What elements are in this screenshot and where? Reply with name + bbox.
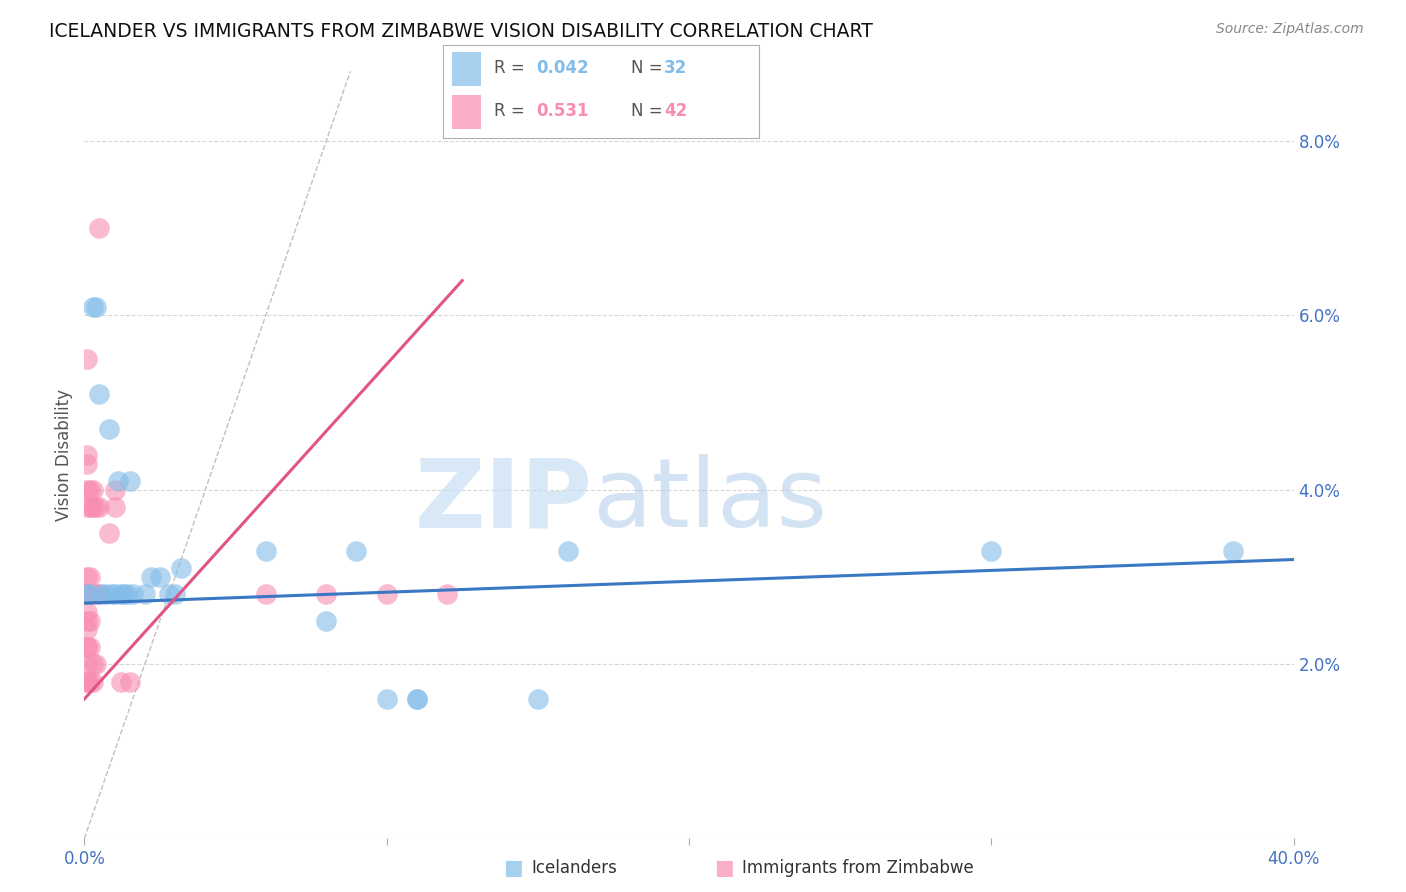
Point (79, 640, 101, 654)
Point (94, 587, 117, 601)
Point (110, 674, 132, 689)
Text: R =: R = (494, 102, 524, 120)
Point (76, 448, 98, 462)
Point (86, 500, 108, 515)
Point (76, 674, 98, 689)
Text: 0.531: 0.531 (536, 102, 589, 120)
Text: ZIP: ZIP (415, 454, 592, 548)
Point (86, 300, 108, 314)
Point (76, 614, 98, 628)
Point (980, 544, 1002, 558)
Point (79, 614, 101, 628)
Point (86, 657, 108, 672)
Text: R =: R = (494, 60, 524, 78)
Point (406, 692, 429, 706)
Text: ■: ■ (714, 858, 734, 878)
Point (76, 457, 98, 471)
Point (76, 587, 98, 601)
Point (1222, 544, 1244, 558)
Point (110, 587, 132, 601)
Point (436, 587, 458, 601)
Point (107, 474, 129, 488)
Point (157, 587, 180, 601)
Point (406, 692, 429, 706)
Point (76, 605, 98, 619)
Point (79, 674, 101, 689)
Point (89, 500, 111, 515)
Text: Immigrants from Zimbabwe: Immigrants from Zimbabwe (742, 859, 974, 877)
Point (76, 587, 98, 601)
Point (79, 587, 101, 601)
Point (86, 587, 108, 601)
Text: 0.042: 0.042 (536, 60, 589, 78)
Point (79, 587, 101, 601)
Point (557, 544, 579, 558)
Point (139, 570, 162, 584)
Point (76, 351, 98, 366)
Point (134, 587, 156, 601)
Point (76, 622, 98, 636)
Text: Icelanders: Icelanders (531, 859, 617, 877)
Point (91, 587, 114, 601)
Point (118, 474, 141, 488)
Point (375, 587, 398, 601)
Point (79, 570, 101, 584)
Y-axis label: Vision Disability: Vision Disability (55, 389, 73, 521)
Point (76, 640, 98, 654)
Point (346, 544, 368, 558)
Point (254, 587, 277, 601)
Point (76, 500, 98, 515)
Text: ■: ■ (503, 858, 523, 878)
Point (315, 587, 337, 601)
Point (89, 221, 111, 235)
Point (97, 422, 120, 436)
Text: 32: 32 (665, 60, 688, 78)
Point (149, 570, 172, 584)
Point (76, 570, 98, 584)
Point (118, 674, 141, 689)
Point (89, 387, 111, 401)
Point (76, 483, 98, 497)
Point (104, 587, 127, 601)
Point (115, 587, 138, 601)
Point (165, 587, 187, 601)
Text: N =: N = (631, 102, 662, 120)
Text: atlas: atlas (592, 454, 827, 548)
Point (104, 500, 127, 515)
Point (82, 300, 104, 314)
Point (79, 483, 101, 497)
Point (76, 587, 98, 601)
Text: ICELANDER VS IMMIGRANTS FROM ZIMBABWE VISION DISABILITY CORRELATION CHART: ICELANDER VS IMMIGRANTS FROM ZIMBABWE VI… (49, 22, 873, 41)
Bar (453, 95, 481, 129)
Point (375, 692, 398, 706)
Point (76, 657, 98, 672)
Point (79, 500, 101, 515)
Point (104, 483, 127, 497)
Point (82, 657, 104, 672)
Point (100, 587, 122, 601)
Point (82, 483, 104, 497)
Point (97, 526, 120, 541)
Point (76, 674, 98, 689)
Point (112, 587, 135, 601)
Point (121, 587, 143, 601)
Text: N =: N = (631, 60, 662, 78)
Point (315, 614, 337, 628)
Point (82, 500, 104, 515)
Point (254, 544, 277, 558)
Point (76, 640, 98, 654)
Point (89, 587, 111, 601)
Point (527, 692, 550, 706)
Point (170, 561, 193, 575)
Text: Source: ZipAtlas.com: Source: ZipAtlas.com (1216, 22, 1364, 37)
Bar (453, 52, 481, 86)
Text: 42: 42 (665, 102, 688, 120)
Point (82, 674, 104, 689)
